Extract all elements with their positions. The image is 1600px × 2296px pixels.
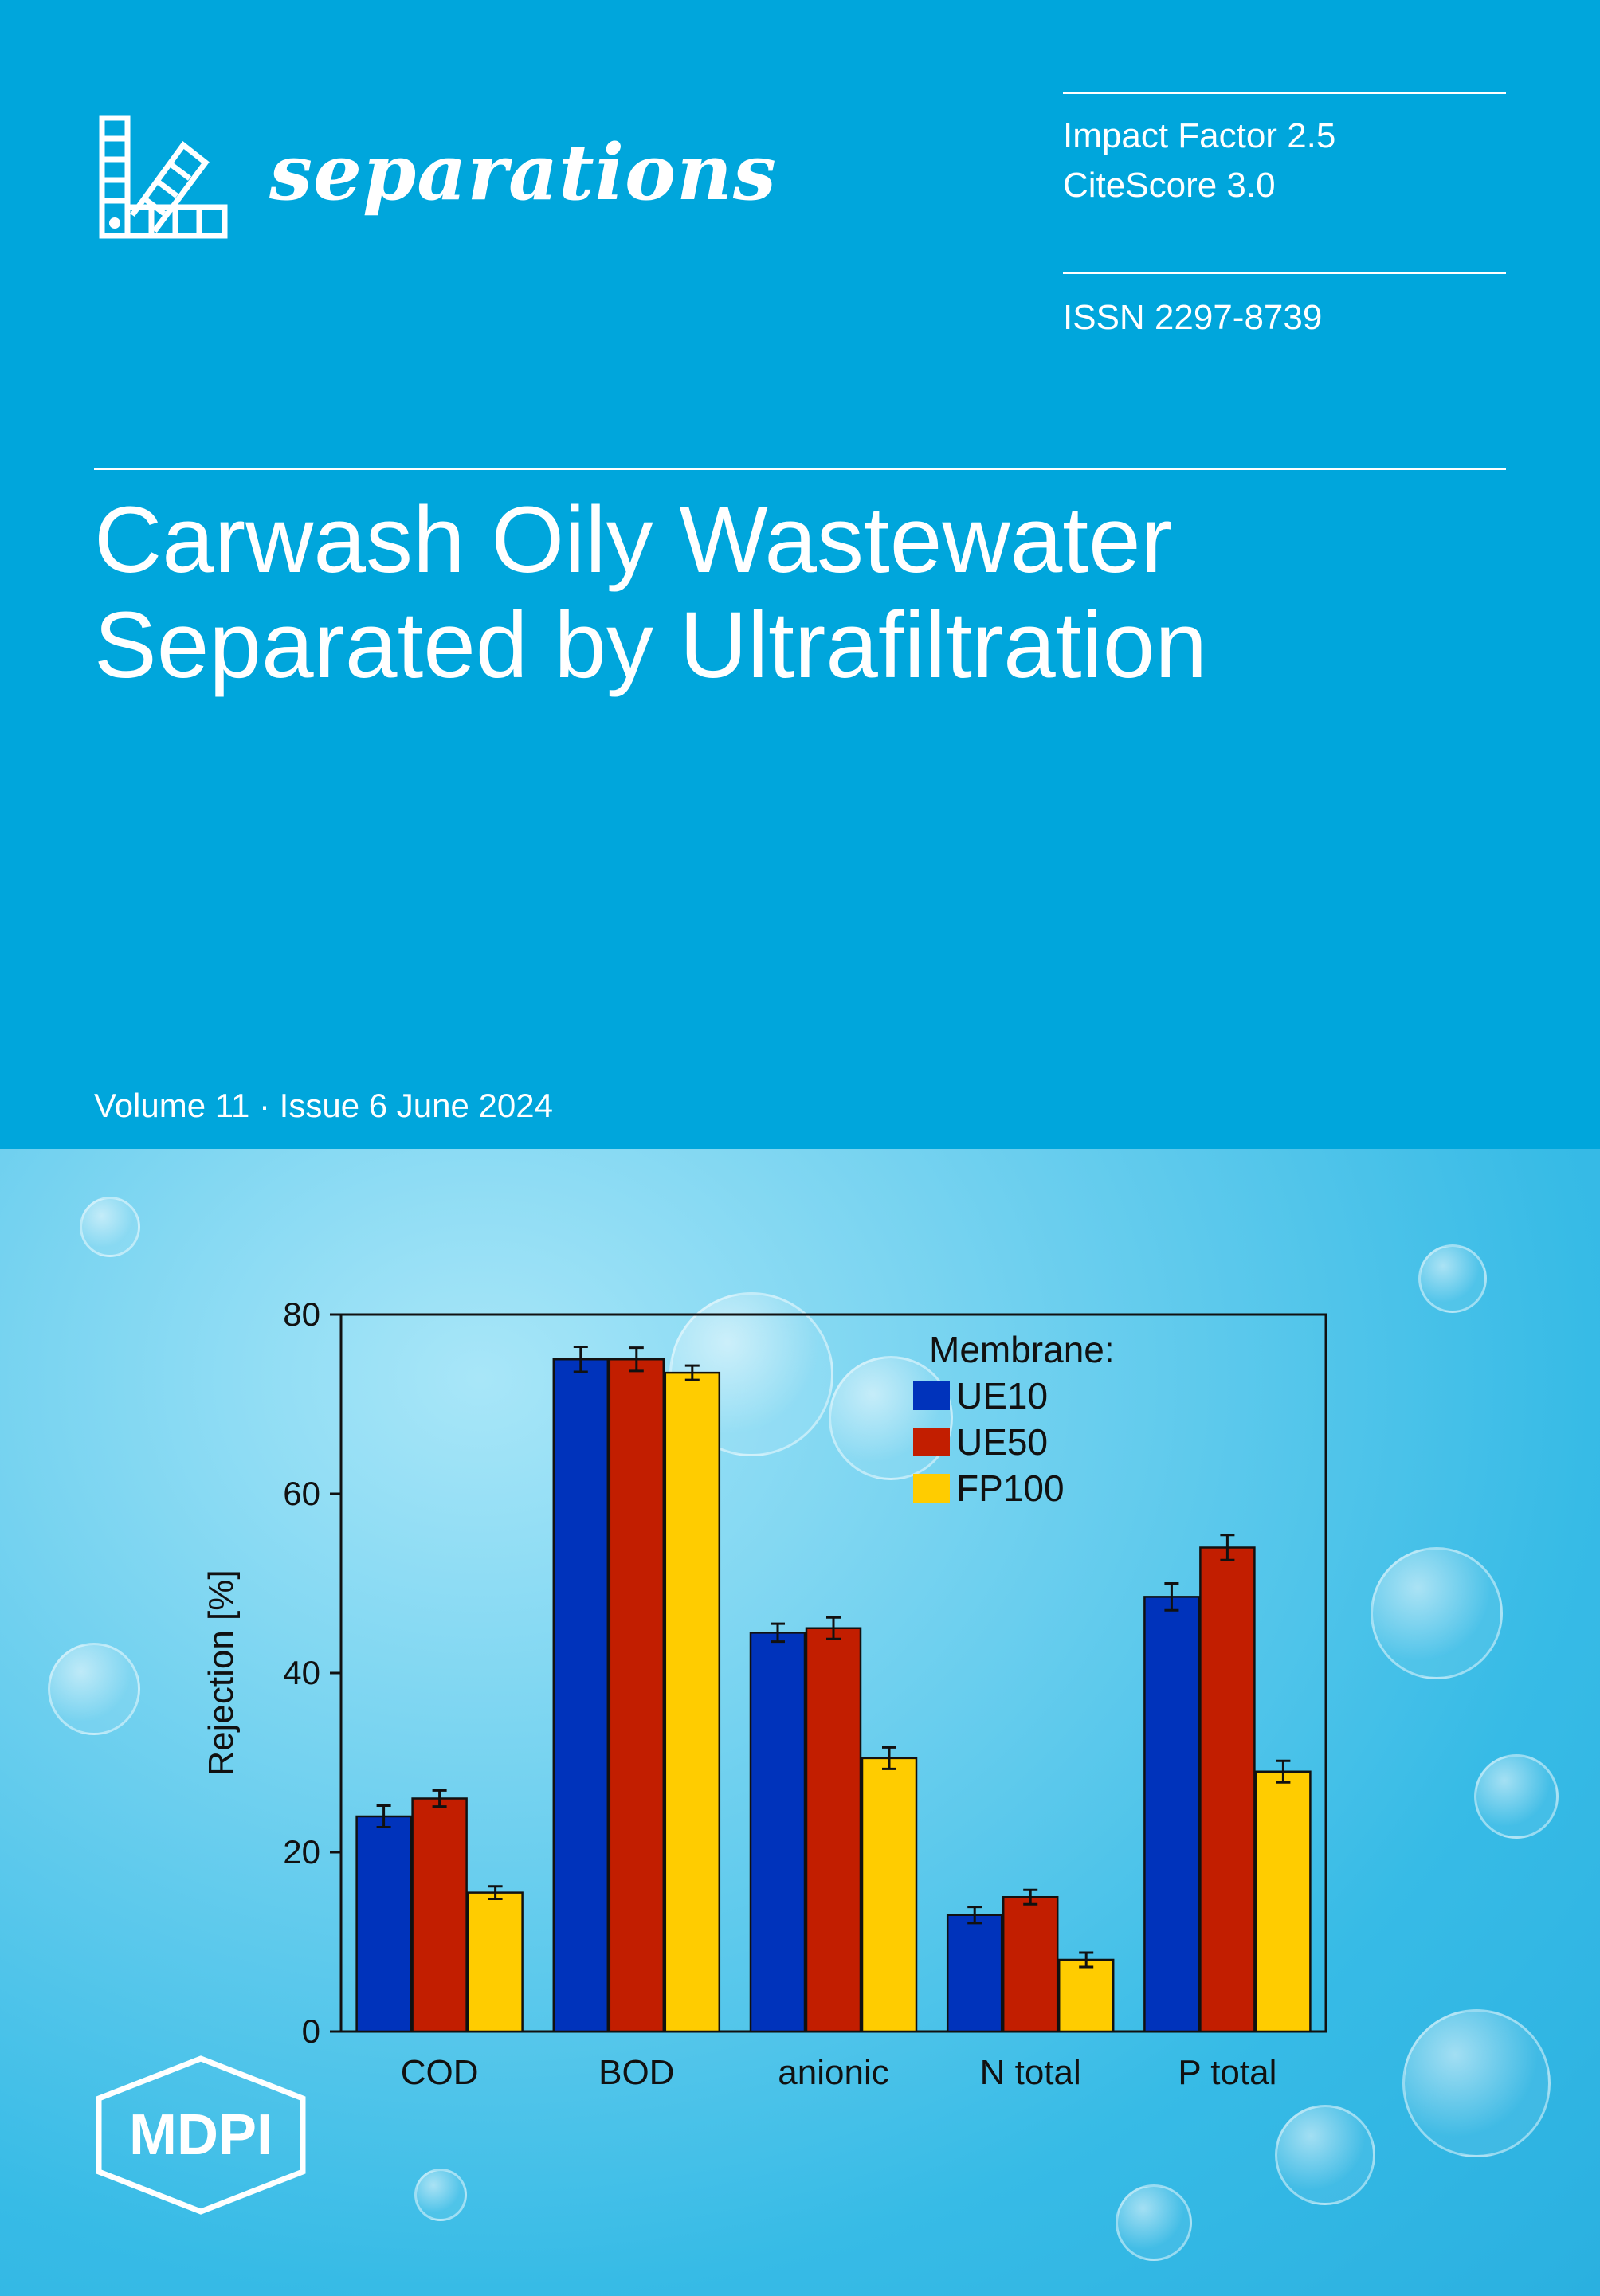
y-tick-label: 80 bbox=[283, 1295, 320, 1333]
legend-label-ue50: UE50 bbox=[956, 1421, 1048, 1463]
legend-swatch-ue10 bbox=[913, 1381, 950, 1410]
y-tick-label: 0 bbox=[302, 2012, 320, 2050]
bar-ue10 bbox=[552, 1358, 610, 2033]
bar-fp100 bbox=[664, 1371, 721, 2033]
journal-name: separations bbox=[269, 127, 777, 217]
bar-ue10 bbox=[1143, 1596, 1200, 2033]
bubble bbox=[80, 1197, 140, 1257]
bar-fp100 bbox=[1255, 1770, 1312, 2033]
mdpi-logo: MDPI bbox=[96, 2055, 306, 2215]
legend-swatch-ue50 bbox=[913, 1428, 950, 1456]
bubble bbox=[48, 1643, 140, 1735]
citescore: CiteScore 3.0 bbox=[1063, 166, 1276, 205]
issue-info: Volume 11 · Issue 6 June 2024 bbox=[94, 1087, 553, 1124]
cover-banner: separations Impact Factor 2.5 CiteScore … bbox=[94, 92, 1512, 1124]
divider-middle bbox=[1063, 272, 1506, 274]
x-tick-label: P total bbox=[1178, 2053, 1276, 2092]
bar-ue50 bbox=[411, 1797, 468, 2033]
swatch-logo-icon bbox=[99, 115, 228, 239]
legend-label-ue10: UE10 bbox=[956, 1375, 1048, 1416]
bar-ue50 bbox=[608, 1358, 665, 2033]
bubble bbox=[414, 2169, 467, 2221]
legend-title: Membrane: bbox=[929, 1329, 1115, 1370]
bubble bbox=[1402, 2009, 1551, 2157]
article-title: Carwash Oily Wastewater Separated by Ult… bbox=[94, 488, 1512, 698]
bubble bbox=[1418, 1244, 1487, 1313]
bubble bbox=[1474, 1754, 1559, 1839]
impact-factor: Impact Factor 2.5 bbox=[1063, 116, 1336, 155]
y-axis-label: Rejection [%] bbox=[202, 1569, 241, 1776]
legend-swatch-fp100 bbox=[913, 1474, 950, 1503]
bar-ue10 bbox=[355, 1815, 412, 2033]
bar-fp100 bbox=[1057, 1958, 1115, 2033]
bar-ue50 bbox=[1199, 1546, 1256, 2033]
bar-fp100 bbox=[467, 1891, 524, 2033]
legend-label-fp100: FP100 bbox=[956, 1467, 1065, 1509]
y-tick-label: 60 bbox=[283, 1475, 320, 1512]
bar-ue10 bbox=[946, 1914, 1003, 2033]
bubble bbox=[1371, 1547, 1503, 1679]
y-tick-label: 40 bbox=[283, 1654, 320, 1691]
x-tick-label: anionic bbox=[778, 2053, 888, 2092]
bar-fp100 bbox=[861, 1757, 918, 2033]
article-title-line-1: Carwash Oily Wastewater bbox=[94, 488, 1172, 593]
x-tick-label: N total bbox=[980, 2053, 1081, 2092]
bar-ue50 bbox=[805, 1627, 862, 2033]
bar-ue50 bbox=[1002, 1896, 1059, 2033]
divider-top bbox=[1063, 92, 1506, 94]
bar-ue10 bbox=[749, 1632, 806, 2033]
issn: ISSN 2297-8739 bbox=[1063, 298, 1323, 337]
bubble bbox=[829, 1356, 953, 1480]
y-tick-label: 20 bbox=[283, 1833, 320, 1871]
rejection-bar-chart: 0 20 40 60 80 Rejection [%] COD BOD anionic N tot… bbox=[202, 1295, 1327, 2092]
bubble bbox=[1275, 2105, 1375, 2205]
bubble bbox=[1116, 2184, 1192, 2261]
x-tick-label: COD bbox=[401, 2053, 479, 2092]
mdpi-logo-text: MDPI bbox=[129, 2103, 273, 2167]
divider-title bbox=[94, 468, 1506, 470]
x-tick-label: BOD bbox=[598, 2053, 674, 2092]
article-title-line-2: Separated by Ultrafiltration bbox=[94, 593, 1208, 698]
